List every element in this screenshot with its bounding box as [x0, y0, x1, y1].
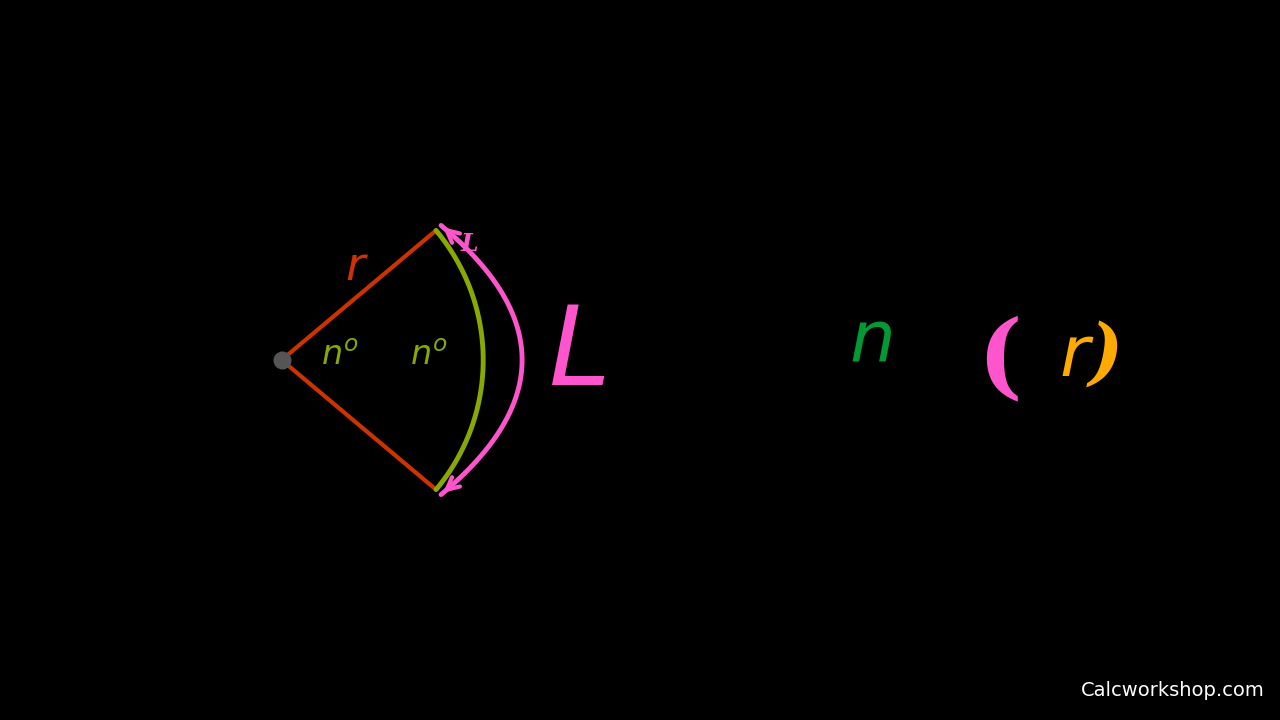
Text: $n^o$: $n^o$ — [320, 338, 358, 372]
Text: (: ( — [978, 315, 1023, 405]
Text: $r$: $r$ — [344, 244, 369, 289]
Text: $n^o$: $n^o$ — [410, 338, 448, 372]
Text: $L$: $L$ — [549, 301, 605, 409]
Text: $n$: $n$ — [849, 305, 891, 376]
Text: L: L — [461, 233, 479, 256]
Text: $r$): $r$) — [1060, 320, 1121, 390]
Text: Calcworkshop.com: Calcworkshop.com — [1082, 681, 1265, 700]
